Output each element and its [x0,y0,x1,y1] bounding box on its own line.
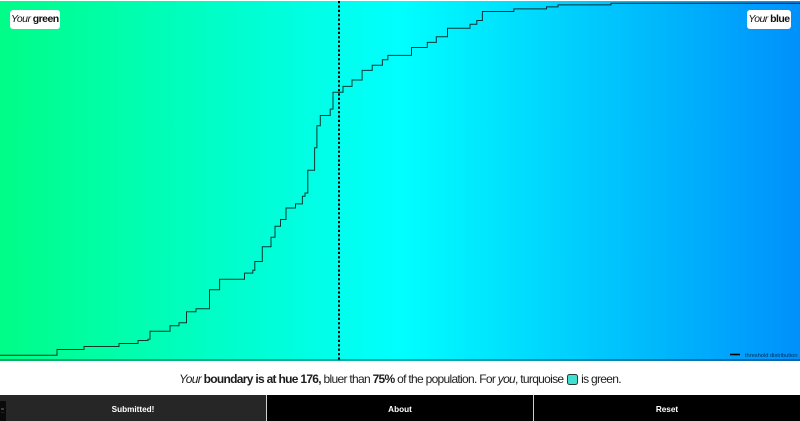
svg-text:threshold distribution: threshold distribution [745,353,797,359]
